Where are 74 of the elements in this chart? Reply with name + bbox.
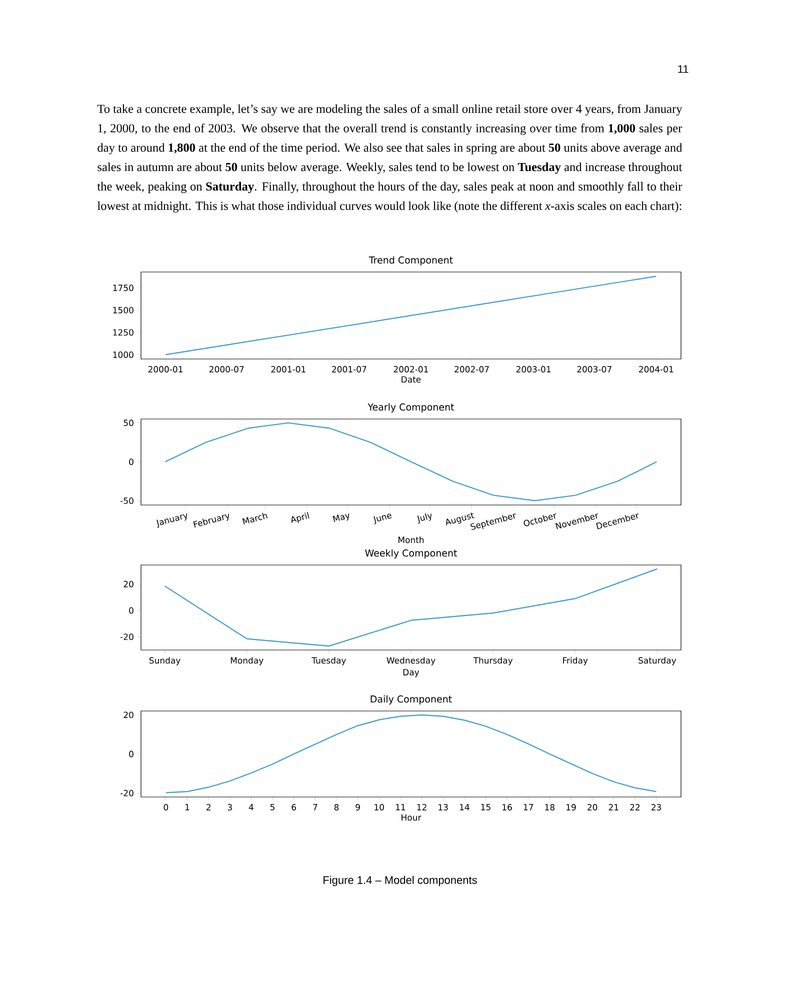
- x-tick-label: 9: [356, 804, 360, 810]
- text: 11: [678, 65, 688, 73]
- x-tick-label: October: [524, 513, 556, 526]
- x-tick-label: 8: [334, 804, 339, 810]
- y-tick-label: 20: [124, 712, 134, 718]
- x-tick-label: 2004-01: [639, 366, 674, 372]
- x-tick-label: 2000-07: [210, 366, 244, 372]
- line-series: [164, 422, 658, 502]
- x-tick-label: February: [193, 514, 229, 528]
- y-tick-label: 20: [124, 580, 134, 588]
- chart-title: Weekly Component: [365, 549, 457, 558]
- x-tick-label: June: [374, 514, 392, 524]
- x-tick-label: 2002-01: [394, 366, 428, 372]
- x-tick-label: 2000-01: [148, 366, 182, 372]
- y-tick-label: 0: [129, 750, 134, 758]
- y-tick-label: 1750: [113, 284, 134, 292]
- y-tick-label: 50: [124, 420, 134, 426]
- x-tick-label: 5: [270, 804, 274, 810]
- x-tick-label: Monday: [230, 657, 264, 666]
- chart-title: Yearly Component: [368, 403, 454, 412]
- x-tick-label: 6: [292, 804, 296, 810]
- x-tick-label: 11: [396, 804, 406, 810]
- x-tick-label: 13: [438, 804, 448, 810]
- y-tick-label: -20: [120, 634, 134, 640]
- x-tick-label: 1: [185, 804, 190, 810]
- x-tick-label: 4: [248, 804, 254, 810]
- x-tick-label: 7: [313, 804, 318, 810]
- x-tick-label: 2003-07: [577, 366, 612, 372]
- x-tick-label: 19: [566, 804, 576, 810]
- x-axis-title: Month: [398, 536, 424, 544]
- text: To take a concrete example, let’s say we are modeling the sales of a small online retail store over 4 years, from January 1, 2000, to the end of 2003. We observe that the overall trend is constantly increasing over time from 1,000 sales per day to around 1,800 at the end of the time period. We also see that sales in spring are about 50 units above average and sales in autumn are about 50 units below average. Weekly, sales tend to be lowest on Tuesday and increase throughout the week, peaking on Saturday. Finally, throughout the hours of the day, sales peak at noon and smoothly fall to their lowest at midnight. This is what those individual curves would look like (note the different x-axis scales on each chart):: [97, 104, 682, 213]
- x-tick-label: 16: [502, 804, 512, 810]
- x-axis-title: Day: [403, 669, 420, 678]
- x-tick-label: 2003-01: [516, 366, 551, 372]
- x-tick-label: Tuesday: [312, 657, 346, 666]
- x-axis-title: Hour: [402, 814, 422, 821]
- x-tick-label: 0: [164, 804, 168, 810]
- x-tick-label: 2002-07: [454, 366, 489, 372]
- x-tick-label: 10: [374, 804, 384, 810]
- x-tick-label: Sunday: [149, 657, 180, 666]
- x-tick-label: 3: [228, 804, 232, 810]
- x-tick-label: May: [332, 513, 350, 522]
- x-tick-label: Wednesday: [386, 657, 436, 666]
- y-tick-label: 0: [129, 607, 134, 614]
- chart-title: Trend Component: [368, 256, 453, 266]
- y-tick-label: 1250: [113, 329, 134, 336]
- x-tick-label: 22: [630, 804, 640, 810]
- x-tick-label: 17: [524, 804, 534, 810]
- caption: Figure 1.4 – Model components: [324, 876, 477, 886]
- chart-title: Daily Component: [370, 695, 452, 704]
- x-tick-label: 15: [481, 804, 490, 810]
- x-tick-label: July: [417, 513, 432, 524]
- x-tick-label: 2001-07: [332, 366, 366, 372]
- x-tick-label: Thursday: [473, 657, 513, 666]
- x-tick-label: 21: [608, 804, 618, 810]
- line-series: [164, 568, 658, 647]
- x-tick-label: Saturday: [638, 657, 676, 666]
- x-tick-label: 12: [417, 804, 426, 810]
- x-tick-label: 2: [206, 804, 210, 810]
- x-tick-label: 18: [545, 804, 554, 810]
- x-tick-label: 14: [460, 804, 470, 810]
- line-series: [165, 714, 657, 794]
- x-tick-label: 23: [651, 804, 661, 810]
- x-tick-label: Friday: [563, 657, 588, 666]
- x-tick-label: 20: [588, 804, 598, 810]
- y-tick-label: -20: [120, 790, 134, 796]
- x-tick-label: April: [291, 512, 310, 524]
- y-tick-label: 1000: [113, 352, 134, 358]
- x-axis-title: Date: [402, 376, 421, 383]
- x-tick-label: 2001-01: [271, 366, 306, 372]
- x-tick-label: March: [242, 512, 268, 525]
- y-tick-label: 0: [129, 458, 134, 466]
- y-tick-label: 1500: [113, 306, 134, 314]
- y-tick-label: -50: [120, 498, 134, 504]
